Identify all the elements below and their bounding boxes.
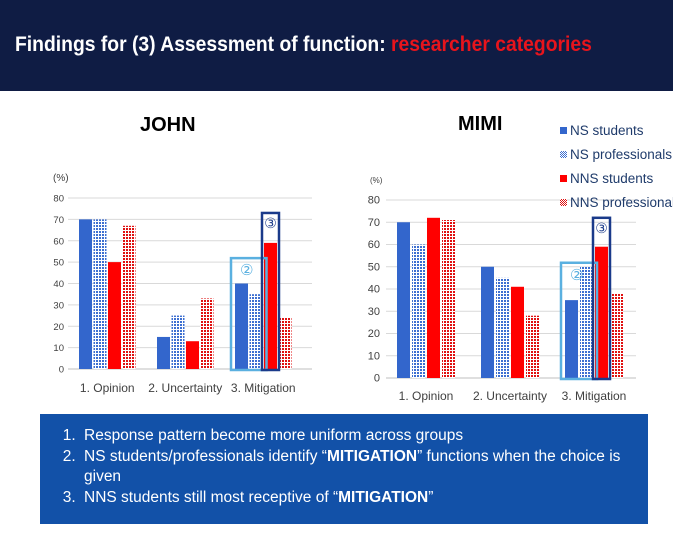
findings-box: Response pattern become more uniform acr… bbox=[40, 414, 648, 524]
legend-swatch bbox=[560, 126, 567, 134]
y-tick-label: 10 bbox=[53, 343, 64, 354]
x-tick-label: 1. Opinion bbox=[399, 389, 454, 403]
slide-title-highlight: researcher categories bbox=[391, 33, 592, 56]
bar-ns-students bbox=[397, 222, 410, 378]
finding-text: NNS students still most receptive of “ bbox=[84, 488, 339, 506]
y-tick-label: 30 bbox=[368, 306, 380, 318]
y-tick-label: 20 bbox=[53, 322, 64, 333]
y-tick-label: 80 bbox=[368, 195, 380, 207]
bar-nns-professionals bbox=[526, 315, 539, 378]
y-tick-label: 10 bbox=[368, 350, 380, 362]
bar-nns-professionals bbox=[200, 298, 214, 369]
finding-item: NNS students still most receptive of “MI… bbox=[80, 488, 638, 509]
annotation-box-2 bbox=[229, 256, 268, 372]
finding-text: ” bbox=[428, 488, 434, 506]
findings-list: Response pattern become more uniform acr… bbox=[40, 414, 648, 508]
x-tick-label: 3. Mitigation bbox=[231, 381, 296, 395]
legend-label: NNS professionals bbox=[570, 194, 673, 210]
bar-ns-professionals bbox=[171, 315, 185, 369]
annotation-label-2: ② bbox=[570, 266, 583, 284]
bar-ns-students bbox=[565, 300, 578, 378]
legend-item: NNS students bbox=[560, 166, 673, 190]
x-tick-label: 3. Mitigation bbox=[562, 389, 627, 403]
finding-item: Response pattern become more uniform acr… bbox=[80, 426, 638, 447]
bar-ns-students bbox=[481, 266, 494, 378]
y-tick-label: 40 bbox=[53, 279, 64, 290]
legend-swatch bbox=[560, 150, 567, 158]
y-tick-label: 20 bbox=[368, 328, 380, 340]
chart-mimi: (%) 0 10 20 30 40 50 60 70 80 1. Opinion 2. Uncerta… bbox=[368, 176, 636, 403]
bar-nns-professionals bbox=[278, 317, 292, 369]
chart-title-mimi: MIMI bbox=[458, 113, 503, 135]
legend-label: NS students bbox=[570, 122, 644, 138]
bar-nns-professionals bbox=[610, 293, 623, 378]
chart-title-john: JOHN bbox=[140, 114, 196, 136]
annotation-box-3 bbox=[591, 216, 612, 381]
y-axis-label: (%) bbox=[370, 176, 383, 185]
y-tick-label: 80 bbox=[53, 194, 64, 205]
legend-swatch bbox=[560, 198, 567, 206]
chart-legend: NS students NS professionals NNS students N… bbox=[560, 118, 673, 214]
bar-nns-students bbox=[427, 217, 440, 378]
y-tick-label: 30 bbox=[53, 300, 64, 311]
bar-ns-professionals bbox=[93, 219, 107, 369]
legend-item: NS professionals bbox=[560, 142, 673, 166]
bar-nns-professionals bbox=[122, 225, 136, 369]
y-tick-label: 0 bbox=[374, 373, 380, 385]
annotation-box-3 bbox=[260, 211, 281, 372]
legend-label: NNS students bbox=[570, 170, 654, 186]
bar-nns-students bbox=[108, 262, 121, 369]
x-tick-label: 1. Opinion bbox=[80, 381, 135, 395]
y-tick-label: 70 bbox=[53, 215, 64, 226]
y-tick-label: 70 bbox=[368, 217, 380, 229]
finding-text: NS students/professionals identify “ bbox=[84, 447, 327, 465]
bar-ns-students bbox=[235, 283, 248, 369]
y-tick-label: 50 bbox=[368, 261, 380, 273]
slide-header: Findings for (3) Assessment of function:… bbox=[0, 0, 673, 91]
finding-item: NS students/professionals identify “MITI… bbox=[80, 447, 638, 488]
legend-label: NS professionals bbox=[570, 146, 673, 162]
legend-swatch bbox=[560, 174, 567, 182]
chart-john: (%) 0 10 20 30 40 50 60 70 80 1. Opinion 2. Uncerta… bbox=[53, 173, 312, 395]
finding-emphasis: MITIGATION bbox=[338, 488, 429, 506]
slide-title-prefix: Findings for (3) Assessment of function: bbox=[15, 33, 392, 56]
annotation-label-3: ③ bbox=[595, 221, 608, 237]
bar-ns-students bbox=[157, 336, 170, 369]
y-tick-label: 60 bbox=[368, 239, 380, 251]
bar-ns-professionals bbox=[580, 266, 593, 378]
y-tick-label: 50 bbox=[53, 258, 64, 269]
y-tick-label: 40 bbox=[368, 284, 380, 296]
bar-ns-professionals bbox=[496, 277, 509, 378]
slide-title: Findings for (3) Assessment of function:… bbox=[15, 33, 592, 57]
bar-nns-professionals bbox=[442, 220, 455, 378]
bar-ns-students bbox=[79, 219, 92, 369]
annotation-label-3: ③ bbox=[264, 216, 277, 232]
bar-ns-professionals bbox=[249, 294, 263, 369]
bar-ns-professionals bbox=[412, 244, 425, 378]
annotation-box-2 bbox=[559, 261, 599, 381]
y-tick-label: 0 bbox=[59, 365, 64, 376]
y-tick-label: 60 bbox=[53, 236, 64, 247]
x-tick-label: 2. Uncertainty bbox=[148, 381, 222, 395]
y-axis-label: (%) bbox=[53, 173, 69, 184]
x-tick-label: 2. Uncertainty bbox=[473, 389, 547, 403]
annotation-label-2: ② bbox=[240, 261, 253, 279]
bar-nns-students bbox=[511, 286, 524, 378]
finding-text: ” functions when the choice is given bbox=[84, 447, 621, 486]
legend-item: NNS professionals bbox=[560, 190, 673, 214]
finding-emphasis: MITIGATION bbox=[326, 447, 418, 465]
finding-text: Response pattern become more uniform acr… bbox=[84, 427, 464, 444]
legend-item: NS students bbox=[560, 118, 673, 142]
bar-nns-students bbox=[186, 341, 199, 369]
